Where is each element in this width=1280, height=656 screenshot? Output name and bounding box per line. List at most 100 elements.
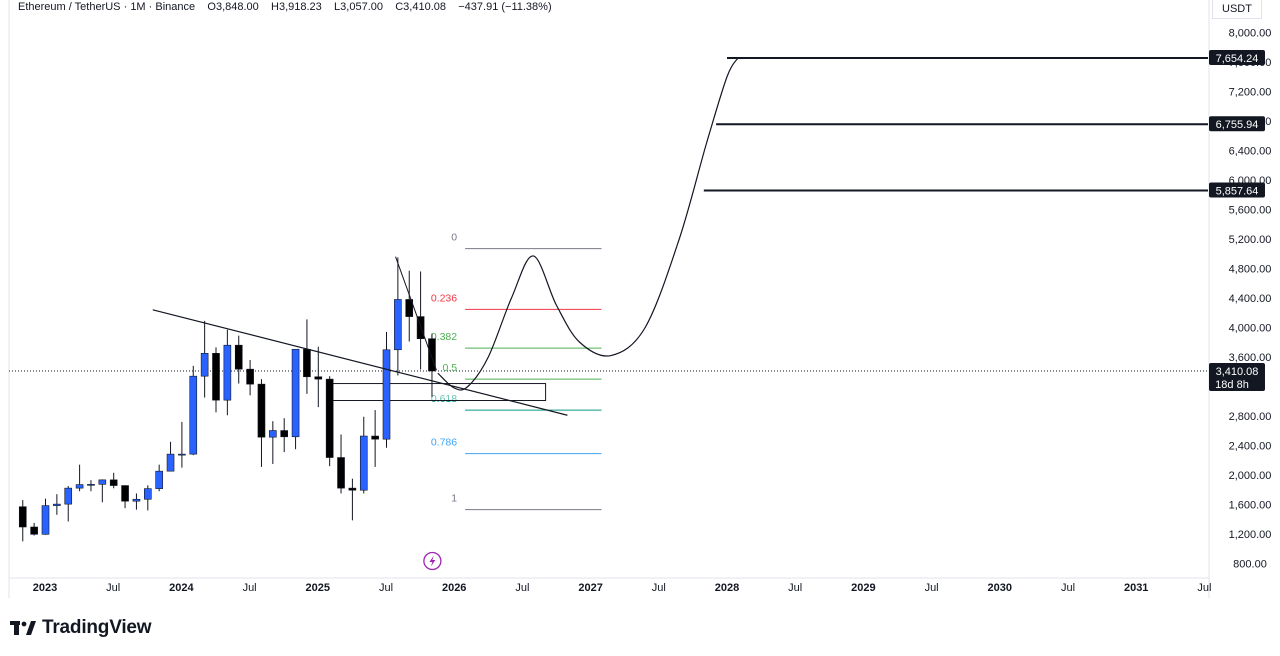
lightning-glyph xyxy=(429,555,436,567)
candle-body xyxy=(291,348,300,438)
legend-symbol[interactable]: Ethereum / TetherUS xyxy=(18,1,121,13)
legend-low: L3,057.00 xyxy=(334,1,383,13)
candle-body xyxy=(405,299,414,317)
y-tick-label: 4,800.00 xyxy=(1229,264,1272,276)
tradingview-logo-icon xyxy=(10,621,36,635)
legend-open: O3,848.00 xyxy=(207,1,259,13)
x-tick-label: 2027 xyxy=(578,582,602,594)
y-tick-label: 5,600.00 xyxy=(1229,205,1272,217)
candle-body xyxy=(212,353,220,401)
current-price-tag xyxy=(1209,363,1265,392)
y-tick-label: 1,600.00 xyxy=(1229,500,1272,512)
currency-label[interactable]: USDT xyxy=(1212,0,1262,19)
target-price-label: 7,654.24 xyxy=(1216,53,1259,65)
y-tick-label: 4,400.00 xyxy=(1229,293,1272,305)
candle-body xyxy=(325,378,334,458)
fib-level-label: 0.786 xyxy=(431,437,457,449)
candle-body xyxy=(428,338,436,372)
tradingview-logo[interactable]: TradingView xyxy=(10,616,152,640)
candle-body xyxy=(87,483,95,486)
candle-body xyxy=(132,498,141,502)
fib-level-label: 1 xyxy=(451,493,457,505)
candle-body xyxy=(144,488,152,500)
projection-path xyxy=(437,57,739,391)
x-tick-label: 2030 xyxy=(988,582,1012,594)
candle-body xyxy=(359,435,368,491)
y-tick-label: 6,400.00 xyxy=(1229,146,1272,158)
x-tick-label: Jul xyxy=(1061,582,1075,594)
target-price-tag xyxy=(1209,49,1265,65)
candle-body xyxy=(41,505,50,535)
candle-body xyxy=(382,349,391,440)
candle-body xyxy=(30,526,38,535)
target-price-label: 6,755.94 xyxy=(1216,119,1259,131)
target-price-tag xyxy=(1209,116,1265,132)
candle-body xyxy=(98,479,107,485)
candle-body xyxy=(269,430,277,438)
x-tick-label: Jul xyxy=(652,582,666,594)
price-chart[interactable]: 8,000.007,600.007,200.006,800.006,400.00… xyxy=(0,0,1280,600)
countdown-label: 18d 8h xyxy=(1215,379,1249,391)
candle-body xyxy=(303,348,311,378)
candle-body xyxy=(246,368,254,385)
candle-body xyxy=(348,487,357,491)
fib-level-label: 0.236 xyxy=(431,292,457,304)
x-tick-label: Jul xyxy=(925,582,939,594)
y-tick-label: 2,800.00 xyxy=(1229,411,1272,423)
x-tick-label: 2023 xyxy=(33,582,57,594)
y-tick-label: 7,200.00 xyxy=(1229,87,1272,99)
x-tick-label: Jul xyxy=(379,582,393,594)
candle-body xyxy=(200,353,209,377)
x-tick-label: Jul xyxy=(243,582,257,594)
legend-exchange: Binance xyxy=(155,1,196,13)
candle-body xyxy=(280,430,289,438)
candle-body xyxy=(257,383,266,438)
candle-body xyxy=(371,435,379,440)
x-tick-label: Jul xyxy=(515,582,529,594)
candle-body xyxy=(155,470,163,489)
current-price-label: 3,410.08 xyxy=(1216,366,1259,378)
fib-level-label: 0 xyxy=(451,232,457,244)
legend-interval[interactable]: 1M xyxy=(130,1,146,13)
fib-level-label: 0.5 xyxy=(443,362,458,374)
candle-body xyxy=(53,503,61,506)
candle-body xyxy=(223,344,232,401)
y-tick-label: 8,000.00 xyxy=(1229,28,1272,40)
x-tick-label: 2025 xyxy=(306,582,330,594)
x-tick-label: 2028 xyxy=(715,582,739,594)
x-tick-label: 2024 xyxy=(169,582,194,594)
x-tick-label: 2029 xyxy=(851,582,875,594)
candle-body xyxy=(178,453,186,456)
legend-close: C3,410.08 xyxy=(395,1,446,13)
candle-body xyxy=(75,484,84,489)
candle-body xyxy=(166,453,175,472)
candle-body xyxy=(337,457,345,489)
chart-area[interactable]: 8,000.007,600.007,200.006,800.006,400.00… xyxy=(0,0,1280,600)
y-tick-label: 2,000.00 xyxy=(1229,470,1272,482)
x-tick-label: Jul xyxy=(1197,582,1211,594)
projection-line xyxy=(395,256,437,371)
y-tick-label: 5,200.00 xyxy=(1229,234,1272,246)
candle-body xyxy=(64,487,73,505)
target-price-tag xyxy=(1209,182,1265,198)
x-tick-label: Jul xyxy=(788,582,802,594)
candle-body xyxy=(314,376,323,380)
fib-level-label: 0.618 xyxy=(431,393,457,405)
y-tick-label: 1,200.00 xyxy=(1229,529,1272,541)
legend-high: H3,918.23 xyxy=(271,1,322,13)
trendline xyxy=(152,309,568,416)
y-tick-label: 2,400.00 xyxy=(1229,441,1272,453)
target-price-label: 5,857.64 xyxy=(1216,185,1259,197)
legend-change: −437.91 (−11.38%) xyxy=(458,1,552,13)
y-tick-label: 3,600.00 xyxy=(1229,352,1272,364)
candle-body xyxy=(109,479,118,486)
candle-body xyxy=(394,299,402,351)
candle-body xyxy=(234,344,243,370)
x-tick-label: 2031 xyxy=(1124,582,1148,594)
candle-body xyxy=(18,506,27,528)
fib-level-label: 0.382 xyxy=(431,331,457,343)
x-tick-label: 2026 xyxy=(442,582,466,594)
symbol-legend: Ethereum / TetherUS · 1M · Binance O3,84… xyxy=(18,1,552,13)
y-tick-label: 4,000.00 xyxy=(1229,323,1272,335)
y-tick-label: 800.00 xyxy=(1233,559,1267,571)
